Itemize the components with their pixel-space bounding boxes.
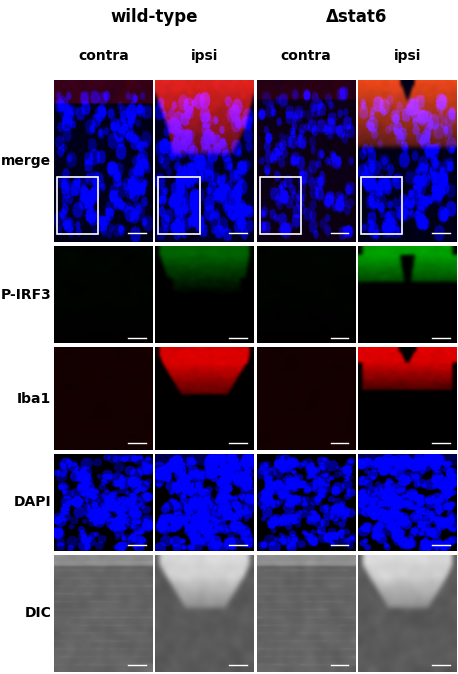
Text: DIC: DIC bbox=[24, 607, 51, 620]
Text: P-IRF3: P-IRF3 bbox=[0, 288, 51, 302]
Bar bbox=[57, 177, 98, 234]
Text: merge: merge bbox=[1, 154, 51, 168]
Text: ipsi: ipsi bbox=[393, 49, 421, 63]
Text: DAPI: DAPI bbox=[14, 495, 51, 509]
Bar bbox=[260, 177, 301, 234]
Text: Δstat6: Δstat6 bbox=[326, 8, 387, 26]
Text: contra: contra bbox=[78, 49, 129, 63]
Text: wild-type: wild-type bbox=[110, 8, 198, 26]
Text: Iba1: Iba1 bbox=[17, 392, 51, 406]
Text: ipsi: ipsi bbox=[191, 49, 218, 63]
Bar bbox=[158, 177, 200, 234]
Bar bbox=[361, 177, 403, 234]
Text: contra: contra bbox=[281, 49, 332, 63]
